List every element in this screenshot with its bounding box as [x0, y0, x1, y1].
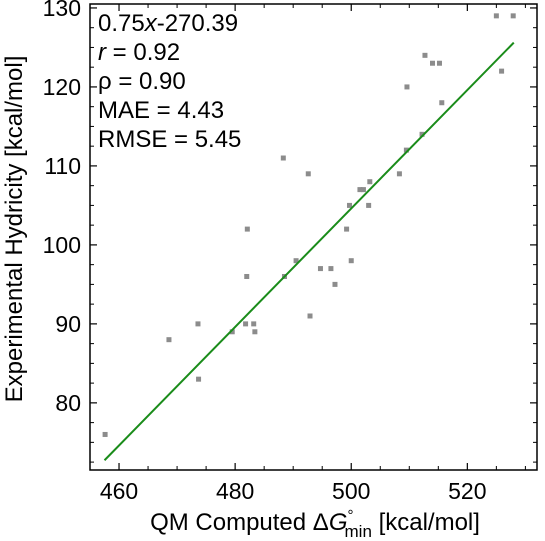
- data-point: [229, 329, 235, 335]
- pearson-r-annotation: r = 0.92: [98, 39, 180, 66]
- y-tick-label: 110: [44, 153, 81, 179]
- data-point: [195, 321, 201, 327]
- data-point: [510, 13, 516, 19]
- y-axis-title: Experimental Hydricity [kcal/mol]: [1, 56, 28, 403]
- equation-annotation: 0.75x-270.39: [98, 10, 238, 37]
- data-point: [430, 60, 436, 66]
- data-point: [357, 187, 363, 193]
- x-tick-label: 500: [332, 478, 370, 504]
- data-point: [403, 147, 409, 153]
- data-point: [307, 313, 313, 319]
- data-point: [344, 226, 350, 232]
- tick-labels: 460 480 500 520 80 90 100 110 120 130: [43, 0, 487, 504]
- data-point: [499, 68, 505, 74]
- data-point: [251, 321, 257, 327]
- data-point: [404, 84, 410, 90]
- y-tick-label: 90: [55, 311, 81, 337]
- plot-area-frame: [89, 3, 538, 471]
- data-point: [252, 329, 258, 335]
- data-point: [439, 100, 445, 106]
- x-tick-label: 460: [100, 478, 138, 504]
- data-point: [366, 202, 372, 208]
- spearman-rho-annotation: ρ = 0.90: [98, 68, 186, 95]
- data-point: [493, 13, 499, 19]
- y-tick-label: 80: [55, 390, 81, 416]
- data-point: [166, 337, 172, 343]
- data-point: [419, 131, 425, 137]
- x-axis-title: QM Computed ΔG° min [kcal/mol]: [150, 507, 480, 541]
- fit-line: [103, 41, 515, 461]
- data-point: [328, 266, 334, 272]
- data-point: [436, 60, 442, 66]
- data-point: [348, 258, 354, 264]
- rmse-annotation: RMSE = 5.45: [98, 126, 241, 153]
- data-point: [244, 273, 250, 279]
- y-tick-label: 130: [43, 0, 81, 21]
- data-point: [293, 258, 299, 264]
- data-point: [244, 226, 250, 232]
- major-ticks: [90, 4, 537, 470]
- data-point: [280, 155, 286, 161]
- mae-annotation: MAE = 4.43: [98, 97, 224, 124]
- data-point: [243, 321, 249, 327]
- x-tick-label: 520: [448, 478, 486, 504]
- x-tick-label: 480: [216, 478, 254, 504]
- data-point: [305, 171, 311, 177]
- stats-annotation: 0.75x-270.39 r = 0.92 ρ = 0.90 MAE = 4.4…: [98, 10, 241, 153]
- data-point: [360, 187, 366, 193]
- data-point: [317, 266, 323, 272]
- data-point: [346, 202, 352, 208]
- data-point: [422, 52, 428, 58]
- data-point: [332, 281, 338, 287]
- data-point: [396, 171, 402, 177]
- data-point: [102, 431, 108, 437]
- data-point: [367, 179, 373, 185]
- data-point: [196, 376, 202, 382]
- y-tick-label: 120: [43, 74, 81, 100]
- y-tick-label: 100: [43, 232, 81, 258]
